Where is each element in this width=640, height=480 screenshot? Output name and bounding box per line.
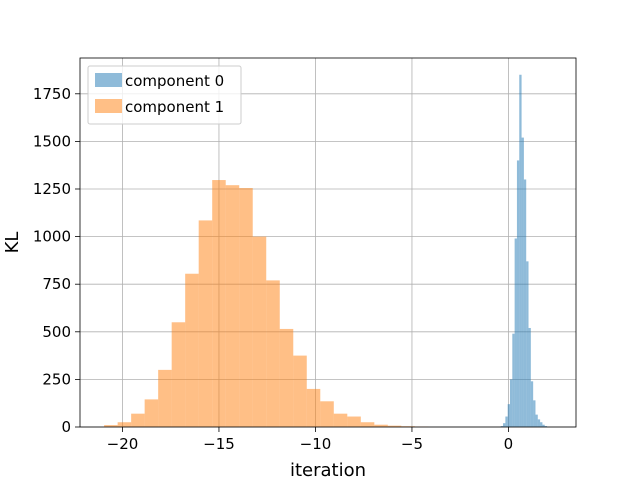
histogram-bar-component-0 bbox=[533, 400, 536, 427]
y-tick-label: 500 bbox=[42, 323, 71, 341]
y-tick-label: 250 bbox=[42, 370, 71, 388]
y-tick-label: 0 bbox=[61, 418, 71, 436]
x-tick-label: −5 bbox=[401, 435, 423, 453]
histogram-bar-component-1 bbox=[225, 185, 240, 427]
histogram-bar-component-0 bbox=[516, 160, 520, 428]
plot-frame bbox=[79, 57, 577, 428]
legend: component 0 component 1 bbox=[87, 65, 242, 125]
histogram-bar-component-0 bbox=[544, 426, 548, 427]
y-tick-label: 1000 bbox=[33, 228, 71, 246]
histogram-bar-component-0 bbox=[523, 179, 527, 427]
histogram-bar-component-0 bbox=[526, 261, 529, 427]
histogram-bar-component-1 bbox=[293, 355, 307, 427]
histogram-bar-component-1 bbox=[320, 401, 334, 427]
histogram-bar-component-0 bbox=[503, 423, 506, 427]
x-tick-label: −15 bbox=[203, 435, 235, 453]
histogram-bar-component-1 bbox=[131, 413, 145, 427]
histogram-bar-component-0 bbox=[537, 419, 541, 427]
histogram-bar-component-1 bbox=[104, 425, 118, 427]
x-tick-label: −10 bbox=[300, 435, 332, 453]
histogram-bar-component-0 bbox=[521, 137, 524, 427]
histogram-bar-component-1 bbox=[306, 388, 321, 427]
y-tick-label: 1500 bbox=[33, 132, 71, 150]
histogram-bar-component-0 bbox=[542, 424, 545, 427]
histogram-bar-component-1 bbox=[266, 280, 280, 427]
histogram-bar-component-1 bbox=[347, 416, 361, 427]
histogram-bar-component-0 bbox=[505, 416, 508, 427]
histogram-bar-component-1 bbox=[387, 425, 402, 427]
histogram-bar-component-1 bbox=[360, 422, 375, 427]
legend-label-component-1: component 1 bbox=[125, 98, 224, 116]
y-tick-label: 750 bbox=[42, 275, 71, 293]
histogram-bar-component-1 bbox=[279, 328, 294, 427]
histogram-bar-component-1 bbox=[185, 273, 199, 427]
x-axis-title: iteration bbox=[290, 460, 366, 480]
histogram-bar-component-0 bbox=[512, 333, 515, 427]
histogram-bar-component-0 bbox=[519, 74, 522, 427]
x-tick-label: 0 bbox=[504, 435, 514, 453]
y-tick-label: 1750 bbox=[33, 85, 71, 103]
histogram-bar-component-0 bbox=[514, 238, 517, 427]
histogram-bar-component-1 bbox=[333, 413, 348, 427]
histogram-bar-component-1 bbox=[239, 188, 253, 427]
histogram-bar-component-0 bbox=[528, 327, 531, 427]
histogram-bar-component-0 bbox=[507, 404, 510, 427]
histogram-bar-component-1 bbox=[198, 220, 213, 427]
histogram-bar-component-1 bbox=[158, 369, 172, 427]
histogram-bar-component-1 bbox=[117, 422, 132, 427]
y-tick-label: 1250 bbox=[33, 180, 71, 198]
legend-swatch-component-1 bbox=[95, 99, 122, 113]
axis-ticks: −20 −15 −10 −5 0 0 250 500 750 1000 1250 1500 1750 bbox=[33, 85, 513, 453]
histogram-bar-component-0 bbox=[530, 381, 534, 427]
histogram-bars bbox=[104, 74, 548, 428]
histogram-bar-component-1 bbox=[144, 399, 159, 427]
x-tick-label: −20 bbox=[107, 435, 139, 453]
histogram-bar-component-1 bbox=[171, 322, 186, 427]
legend-box bbox=[87, 65, 242, 125]
histogram-bar-component-0 bbox=[500, 426, 504, 427]
histogram-bar-component-0 bbox=[535, 414, 538, 427]
histogram-bar-component-0 bbox=[540, 422, 543, 427]
histogram-bar-component-1 bbox=[374, 424, 388, 427]
histogram-bar-component-0 bbox=[509, 379, 513, 427]
legend-label-component-0: component 0 bbox=[125, 72, 224, 90]
y-axis-title: KL bbox=[2, 232, 23, 254]
legend-swatch-component-0 bbox=[95, 73, 122, 87]
histogram-bar-component-1 bbox=[212, 180, 226, 427]
histogram-bar-component-1 bbox=[252, 236, 267, 427]
